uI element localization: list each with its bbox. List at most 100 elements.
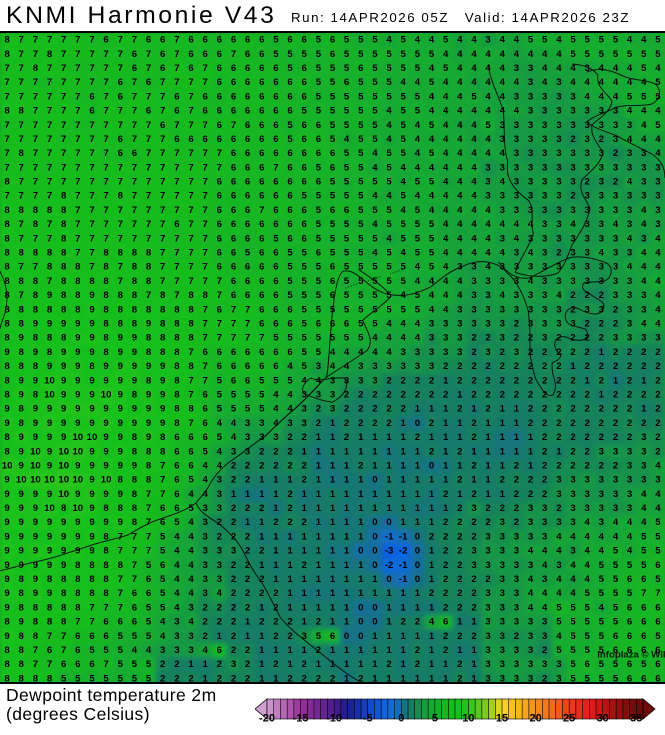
svg-text:4: 4 xyxy=(174,588,180,599)
svg-text:5: 5 xyxy=(160,531,166,542)
svg-text:0: 0 xyxy=(372,475,377,486)
svg-text:7: 7 xyxy=(203,276,208,287)
svg-text:1: 1 xyxy=(415,602,421,613)
svg-text:4: 4 xyxy=(655,304,661,315)
svg-text:9: 9 xyxy=(47,546,52,557)
svg-text:5: 5 xyxy=(358,49,364,60)
svg-text:0: 0 xyxy=(372,517,377,528)
svg-text:1: 1 xyxy=(401,517,407,528)
svg-text:1: 1 xyxy=(330,418,336,429)
svg-text:-20: -20 xyxy=(259,713,275,723)
svg-text:2: 2 xyxy=(259,503,264,514)
svg-text:5: 5 xyxy=(415,49,421,60)
svg-text:4: 4 xyxy=(443,276,449,287)
svg-text:3: 3 xyxy=(627,503,632,514)
svg-text:6: 6 xyxy=(231,375,236,386)
svg-text:4: 4 xyxy=(655,503,661,514)
svg-text:9: 9 xyxy=(33,432,38,443)
svg-text:9: 9 xyxy=(132,361,137,372)
svg-text:3: 3 xyxy=(585,134,590,145)
svg-text:8: 8 xyxy=(4,432,10,443)
svg-text:7: 7 xyxy=(273,162,278,173)
svg-text:9: 9 xyxy=(89,347,94,358)
svg-text:7: 7 xyxy=(118,177,123,188)
svg-text:8: 8 xyxy=(146,248,152,259)
svg-text:9: 9 xyxy=(75,489,80,500)
svg-text:3: 3 xyxy=(613,333,618,344)
svg-text:1: 1 xyxy=(231,489,237,500)
svg-text:7: 7 xyxy=(61,645,66,656)
svg-text:8: 8 xyxy=(61,503,67,514)
svg-text:2: 2 xyxy=(585,446,590,457)
svg-text:3: 3 xyxy=(570,91,575,102)
svg-text:6: 6 xyxy=(231,91,236,102)
svg-text:5: 5 xyxy=(302,319,308,330)
svg-text:3: 3 xyxy=(556,106,561,117)
svg-text:4: 4 xyxy=(217,446,223,457)
svg-text:4: 4 xyxy=(429,205,435,216)
svg-text:4: 4 xyxy=(655,63,661,74)
svg-text:6: 6 xyxy=(330,276,335,287)
svg-text:5: 5 xyxy=(302,361,308,372)
svg-text:2: 2 xyxy=(570,290,575,301)
svg-text:4: 4 xyxy=(627,233,633,244)
svg-text:1: 1 xyxy=(259,631,265,642)
svg-text:3: 3 xyxy=(485,35,490,46)
svg-text:2: 2 xyxy=(641,418,646,429)
svg-text:4: 4 xyxy=(641,35,647,46)
svg-text:7: 7 xyxy=(89,262,94,273)
svg-text:3: 3 xyxy=(316,361,321,372)
svg-text:4: 4 xyxy=(471,219,477,230)
svg-text:35: 35 xyxy=(630,713,642,723)
svg-text:5: 5 xyxy=(401,49,407,60)
svg-text:4: 4 xyxy=(457,290,463,301)
svg-text:6: 6 xyxy=(259,276,264,287)
svg-text:9: 9 xyxy=(132,418,137,429)
svg-text:8: 8 xyxy=(132,503,138,514)
svg-text:8: 8 xyxy=(75,262,81,273)
svg-text:3: 3 xyxy=(542,304,547,315)
svg-text:6: 6 xyxy=(302,233,307,244)
svg-text:3: 3 xyxy=(641,446,646,457)
svg-text:3: 3 xyxy=(500,560,505,571)
svg-text:8: 8 xyxy=(160,319,166,330)
svg-text:1: 1 xyxy=(386,602,392,613)
svg-text:2: 2 xyxy=(556,418,561,429)
svg-text:7: 7 xyxy=(146,503,151,514)
svg-text:7: 7 xyxy=(4,191,9,202)
svg-text:6: 6 xyxy=(231,276,236,287)
svg-text:5: 5 xyxy=(302,333,308,344)
svg-text:9: 9 xyxy=(89,489,94,500)
svg-text:6: 6 xyxy=(146,77,151,88)
svg-text:1: 1 xyxy=(641,404,647,415)
svg-text:7: 7 xyxy=(231,333,236,344)
svg-text:7: 7 xyxy=(75,205,80,216)
svg-text:4: 4 xyxy=(457,148,463,159)
svg-text:8: 8 xyxy=(160,347,166,358)
svg-text:6: 6 xyxy=(231,77,236,88)
svg-text:6: 6 xyxy=(231,35,236,46)
svg-text:5: 5 xyxy=(415,91,421,102)
svg-text:7: 7 xyxy=(61,63,66,74)
svg-text:6: 6 xyxy=(245,148,250,159)
svg-text:6: 6 xyxy=(585,659,590,670)
svg-text:9: 9 xyxy=(33,588,38,599)
svg-text:5: 5 xyxy=(613,588,619,599)
svg-text:5: 5 xyxy=(344,162,350,173)
svg-text:2: 2 xyxy=(585,404,590,415)
svg-text:3: 3 xyxy=(528,134,533,145)
svg-text:5: 5 xyxy=(655,631,661,642)
svg-text:6: 6 xyxy=(174,219,179,230)
svg-text:2: 2 xyxy=(188,673,193,684)
svg-text:4: 4 xyxy=(401,248,407,259)
svg-text:7: 7 xyxy=(61,120,66,131)
svg-text:3: 3 xyxy=(585,162,590,173)
svg-text:3: 3 xyxy=(443,333,448,344)
svg-text:1: 1 xyxy=(344,645,350,656)
svg-text:5: 5 xyxy=(245,248,251,259)
svg-text:6: 6 xyxy=(245,49,250,60)
svg-text:8: 8 xyxy=(47,248,53,259)
svg-text:7: 7 xyxy=(118,219,123,230)
svg-text:9: 9 xyxy=(75,347,80,358)
svg-text:6: 6 xyxy=(330,49,335,60)
